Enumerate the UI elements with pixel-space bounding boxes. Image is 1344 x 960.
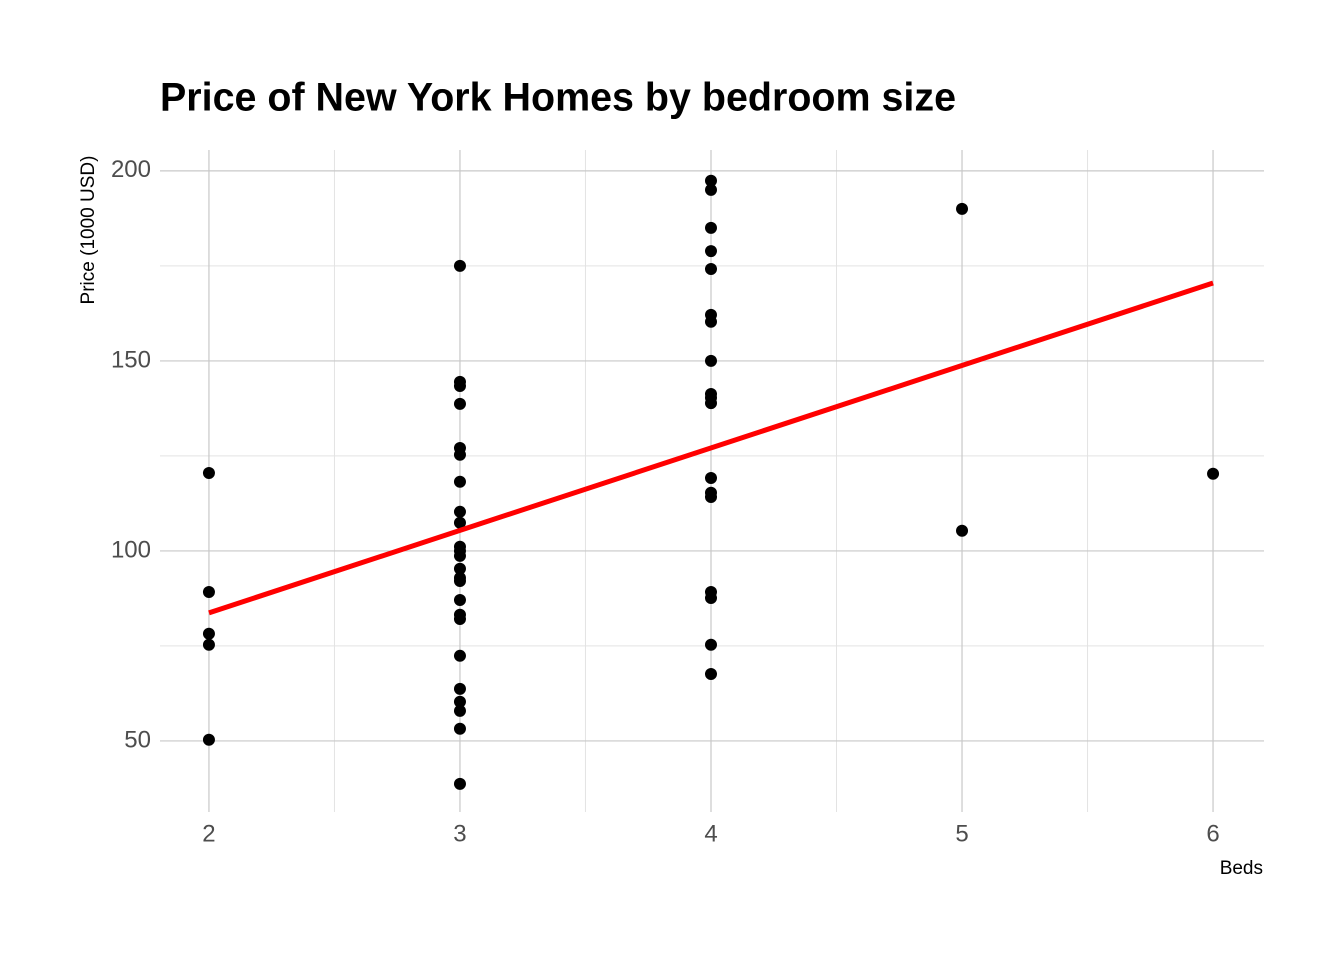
point [202, 638, 215, 651]
point [453, 448, 466, 461]
point [453, 397, 466, 410]
point [453, 574, 466, 587]
point [453, 777, 466, 790]
point [704, 668, 717, 681]
point [202, 585, 215, 598]
point [453, 722, 466, 735]
x-tick-label: 5 [955, 820, 968, 847]
point [453, 516, 466, 529]
x-axis-title: Beds [1220, 858, 1263, 879]
point [453, 704, 466, 717]
point [453, 475, 466, 488]
y-tick-label: 150 [111, 346, 151, 373]
trend-line [208, 280, 1214, 616]
point [453, 649, 466, 662]
y-axis-title: Price (1000 USD) [78, 156, 99, 305]
x-tick-label: 6 [1206, 820, 1219, 847]
x-tick-label: 2 [202, 820, 215, 847]
point [704, 262, 717, 275]
point [956, 202, 969, 215]
point [704, 490, 717, 503]
point [453, 562, 466, 575]
point [704, 221, 717, 234]
point [704, 245, 717, 258]
point [453, 695, 466, 708]
chart-title: Price of New York Homes by bedroom size [160, 76, 956, 120]
point [453, 259, 466, 272]
point [704, 315, 717, 328]
point [704, 354, 717, 367]
x-tick-label: 4 [704, 820, 717, 847]
point [1207, 467, 1220, 480]
point [704, 638, 717, 651]
point [453, 612, 466, 625]
point [704, 183, 717, 196]
point [704, 592, 717, 605]
x-tick-label: 3 [453, 820, 466, 847]
point [704, 471, 717, 484]
y-tick-label: 200 [111, 156, 151, 183]
point [453, 549, 466, 562]
y-tick-label: 100 [111, 536, 151, 563]
point [956, 524, 969, 537]
point [453, 593, 466, 606]
point [202, 627, 215, 640]
point [704, 174, 717, 187]
point [453, 682, 466, 695]
point [202, 467, 215, 480]
point [453, 379, 466, 392]
y-tick-label: 50 [124, 726, 151, 753]
point [453, 505, 466, 518]
point [704, 397, 717, 410]
point [202, 733, 215, 746]
